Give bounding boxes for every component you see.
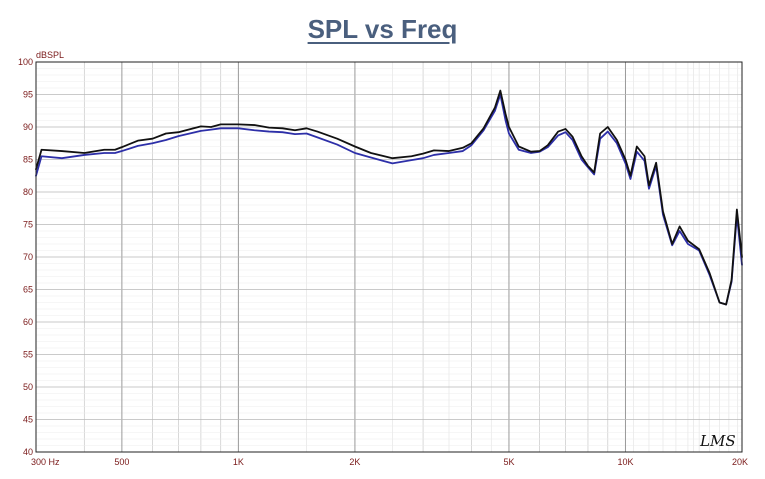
y-tick-label: 95	[23, 90, 33, 100]
y-tick-label: 100	[18, 57, 33, 67]
plot-frame	[35, 61, 743, 453]
y-tick-label: 85	[23, 155, 33, 165]
x-tick-labels: 300 Hz 500 1K 2K 5K 10K 20K	[31, 457, 748, 467]
y-tick-label: 80	[23, 187, 33, 197]
y-tick-label: 70	[23, 252, 33, 262]
y-axis-label: dBSPL	[36, 50, 64, 60]
x-tick-label: 10K	[617, 457, 633, 467]
y-tick-label: 60	[23, 317, 33, 327]
x-tick-label: 500	[114, 457, 129, 467]
y-tick-label: 55	[23, 350, 33, 360]
lms-logo: LMS	[699, 432, 736, 450]
y-tick-label: 45	[23, 415, 33, 425]
y-tick-label: 50	[23, 382, 33, 392]
y-tick-label: 40	[23, 447, 33, 457]
y-tick-label: 75	[23, 220, 33, 230]
x-tick-label: 300 Hz	[31, 457, 60, 467]
series-layer	[35, 89, 743, 306]
x-tick-label: 5K	[503, 457, 514, 467]
y-tick-labels: 40 45 50 55 60 65 70 75 80 85 90 95 100	[18, 57, 33, 457]
y-tick-label: 65	[23, 285, 33, 295]
y-tick-label: 90	[23, 122, 33, 132]
x-tick-label: 1K	[233, 457, 244, 467]
x-tick-label: 20K	[732, 457, 748, 467]
x-tick-label: 2K	[349, 457, 360, 467]
series-line	[35, 89, 743, 306]
chart-title: SPL vs Freq	[307, 14, 458, 44]
